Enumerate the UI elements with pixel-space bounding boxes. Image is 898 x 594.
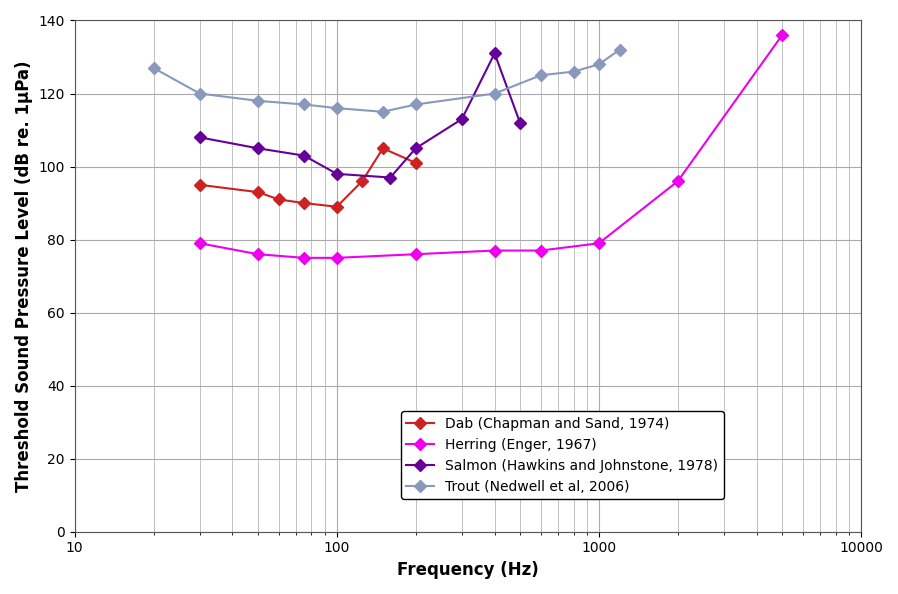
Herring (Enger, 1967) <box>331 254 342 261</box>
Salmon (Hawkins and Johnstone, 1978) <box>456 115 467 122</box>
Trout (Nedwell et al, 2006) <box>299 101 310 108</box>
Trout (Nedwell et al, 2006) <box>377 108 388 115</box>
Salmon (Hawkins and Johnstone, 1978) <box>515 119 525 127</box>
Salmon (Hawkins and Johnstone, 1978) <box>331 170 342 178</box>
Herring (Enger, 1967) <box>489 247 500 254</box>
Trout (Nedwell et al, 2006) <box>148 64 159 71</box>
Herring (Enger, 1967) <box>410 251 421 258</box>
Salmon (Hawkins and Johnstone, 1978) <box>410 145 421 152</box>
Dab (Chapman and Sand, 1974) <box>410 159 421 166</box>
Dab (Chapman and Sand, 1974) <box>377 145 388 152</box>
Line: Dab (Chapman and Sand, 1974): Dab (Chapman and Sand, 1974) <box>196 144 420 211</box>
Salmon (Hawkins and Johnstone, 1978) <box>252 145 263 152</box>
Line: Herring (Enger, 1967): Herring (Enger, 1967) <box>196 31 787 262</box>
Trout (Nedwell et al, 2006) <box>489 90 500 97</box>
Dab (Chapman and Sand, 1974) <box>331 203 342 210</box>
Herring (Enger, 1967) <box>535 247 546 254</box>
Dab (Chapman and Sand, 1974) <box>273 196 284 203</box>
Herring (Enger, 1967) <box>252 251 263 258</box>
Line: Trout (Nedwell et al, 2006): Trout (Nedwell et al, 2006) <box>149 46 624 116</box>
Dab (Chapman and Sand, 1974) <box>357 178 367 185</box>
X-axis label: Frequency (Hz): Frequency (Hz) <box>397 561 539 579</box>
Trout (Nedwell et al, 2006) <box>535 72 546 79</box>
Herring (Enger, 1967) <box>777 31 788 39</box>
Dab (Chapman and Sand, 1974) <box>299 200 310 207</box>
Herring (Enger, 1967) <box>194 240 205 247</box>
Salmon (Hawkins and Johnstone, 1978) <box>194 134 205 141</box>
Trout (Nedwell et al, 2006) <box>568 68 579 75</box>
Trout (Nedwell et al, 2006) <box>410 101 421 108</box>
Y-axis label: Threshold Sound Pressure Level (dB re. 1μPa): Threshold Sound Pressure Level (dB re. 1… <box>15 61 33 492</box>
Dab (Chapman and Sand, 1974) <box>194 181 205 188</box>
Legend: Dab (Chapman and Sand, 1974), Herring (Enger, 1967), Salmon (Hawkins and Johnsto: Dab (Chapman and Sand, 1974), Herring (E… <box>401 411 724 499</box>
Herring (Enger, 1967) <box>594 240 604 247</box>
Line: Salmon (Hawkins and Johnstone, 1978): Salmon (Hawkins and Johnstone, 1978) <box>196 49 524 182</box>
Dab (Chapman and Sand, 1974) <box>252 188 263 195</box>
Herring (Enger, 1967) <box>673 178 683 185</box>
Salmon (Hawkins and Johnstone, 1978) <box>299 152 310 159</box>
Salmon (Hawkins and Johnstone, 1978) <box>385 174 396 181</box>
Trout (Nedwell et al, 2006) <box>194 90 205 97</box>
Herring (Enger, 1967) <box>299 254 310 261</box>
Trout (Nedwell et al, 2006) <box>331 105 342 112</box>
Trout (Nedwell et al, 2006) <box>252 97 263 105</box>
Trout (Nedwell et al, 2006) <box>594 61 604 68</box>
Trout (Nedwell et al, 2006) <box>614 46 625 53</box>
Salmon (Hawkins and Johnstone, 1978) <box>489 50 500 57</box>
